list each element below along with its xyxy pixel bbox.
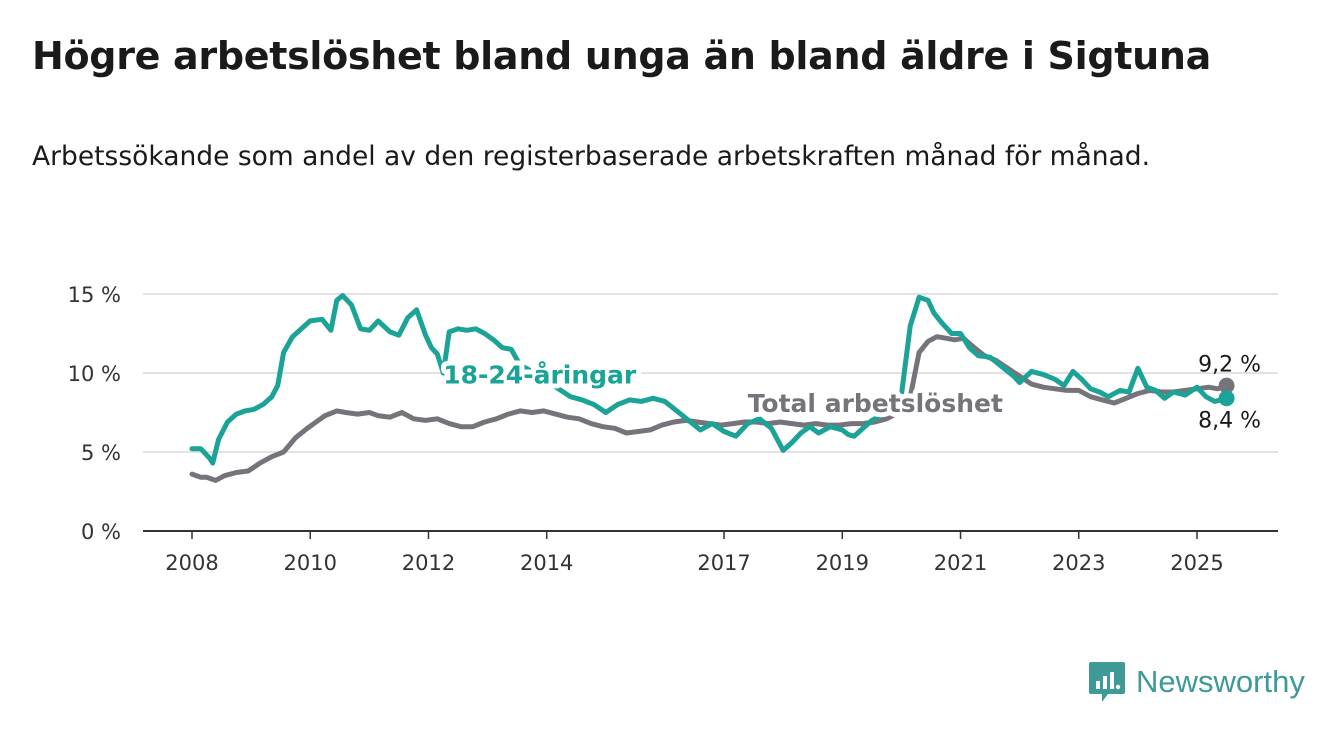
series-line <box>189 293 1230 466</box>
series-label: Total arbetslöshet <box>748 389 1003 418</box>
y-tick-label: 15 % <box>68 283 121 307</box>
x-tick-label: 2008 <box>165 551 218 575</box>
grid-lines <box>143 293 1278 453</box>
series-line <box>189 334 1230 483</box>
newsworthy-logo-icon <box>1089 662 1125 702</box>
newsworthy-brand[interactable]: Newsworthy <box>1088 660 1305 704</box>
y-tick-label: 5 % <box>81 441 121 465</box>
x-tick-label: 2017 <box>697 551 750 575</box>
x-tick-label: 2010 <box>284 551 337 575</box>
series-end-point <box>1218 390 1235 407</box>
series-labels: 9,2 % 8,4 % 18-24-åringar Total arbetslöshe… <box>438 353 1261 434</box>
x-axis: 2008 2010 2012 2014 2017 2019 2021 2023 2025 <box>143 530 1278 575</box>
series-label: 18-24-åringar <box>443 361 637 390</box>
end-label: 8,4 % <box>1198 408 1261 433</box>
x-tick-label: 2023 <box>1052 551 1105 575</box>
x-tick-label: 2025 <box>1170 551 1223 575</box>
chart-title: Högre arbetslöshet bland unga än bland ä… <box>32 34 1211 78</box>
brand-name: Newsworthy <box>1136 664 1305 699</box>
x-tick-label: 2021 <box>934 551 987 575</box>
series-end-point <box>1218 377 1235 394</box>
x-tick-label: 2012 <box>402 551 455 575</box>
series-lines <box>189 293 1230 483</box>
x-tick-label: 2019 <box>816 551 869 575</box>
y-tick-label: 10 % <box>68 362 121 386</box>
y-axis-labels: 0 % 5 % 10 % 15 % <box>68 283 121 544</box>
x-tick-label: 2014 <box>520 551 573 575</box>
end-label: 9,2 % <box>1198 353 1261 378</box>
y-tick-label: 0 % <box>81 520 121 544</box>
chart-subtitle: Arbetssökande som andel av den registerb… <box>32 141 1151 172</box>
